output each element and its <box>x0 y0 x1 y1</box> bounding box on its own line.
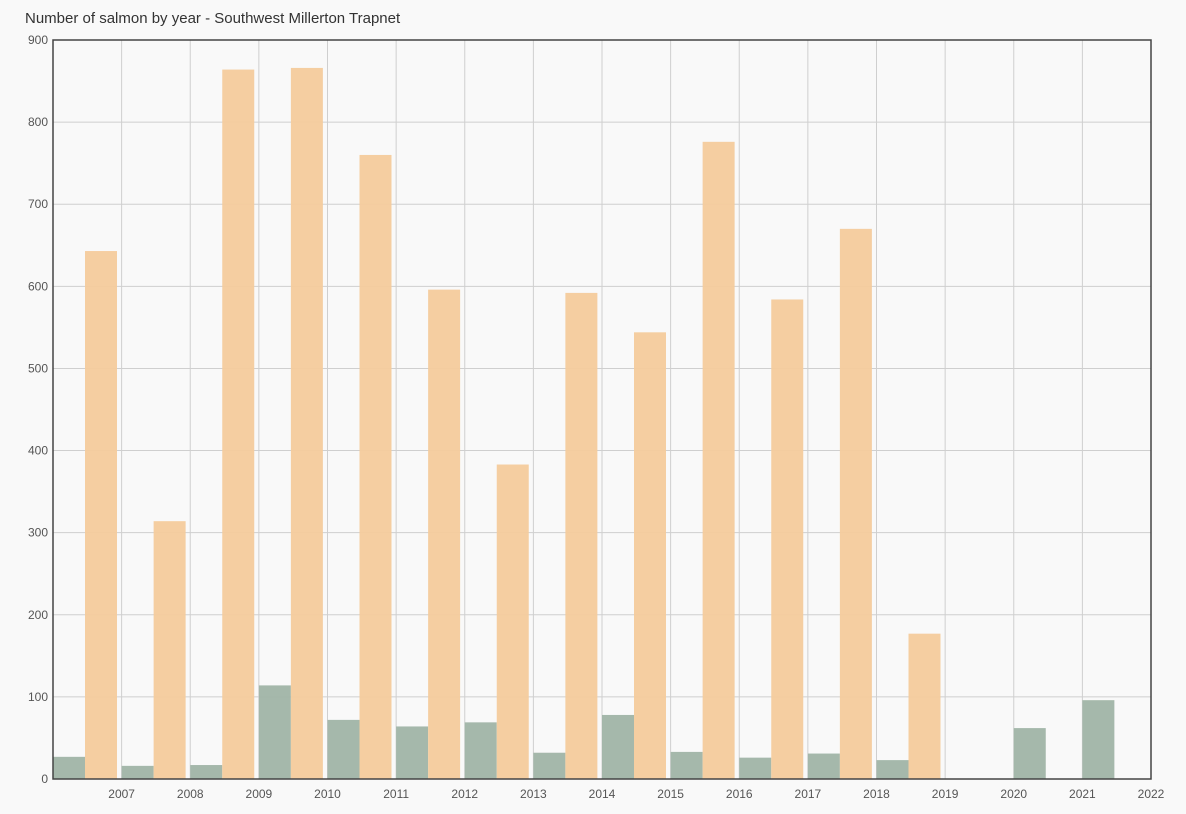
bar-series-2-2017 <box>839 228 872 779</box>
chart-title: Number of salmon by year - Southwest Mil… <box>25 10 401 27</box>
x-tick-label: 2019 <box>932 787 959 801</box>
x-tick-label: 2018 <box>863 787 890 801</box>
x-tick-label: 2021 <box>1069 787 1096 801</box>
x-tick-labels: 2007 2008 2009 2010 2011 2012 2013 2014 2015 2016… <box>108 787 1164 801</box>
bar-series-1-2021 <box>1082 700 1115 779</box>
bar-series-1-2020 <box>1013 728 1046 779</box>
y-tick-label: 200 <box>28 608 48 622</box>
y-tick-label: 100 <box>28 690 48 704</box>
x-tick-label: 2020 <box>1000 787 1027 801</box>
y-tick-label: 400 <box>28 444 48 458</box>
y-tick-labels: 0 100 200 300 400 500 600 700 800 900 <box>28 33 48 786</box>
bar-series-2-2015 <box>702 141 735 780</box>
bar-series-1-2017 <box>807 753 840 779</box>
bar-series-1-2007 <box>121 765 154 779</box>
y-tick-label: 0 <box>41 772 48 786</box>
x-tick-label: 2016 <box>726 787 753 801</box>
grid-lines <box>53 39 1151 780</box>
x-tick-label: 2008 <box>177 787 204 801</box>
y-tick-label: 900 <box>28 33 48 47</box>
bar-series-2-2010 <box>359 154 392 779</box>
bar-series-1-2010 <box>327 719 360 779</box>
bar-series-2-2016 <box>771 299 804 779</box>
x-tick-label: 2015 <box>657 787 684 801</box>
bars <box>53 67 1115 780</box>
x-tick-label: 2022 <box>1138 787 1165 801</box>
bar-series-2-2014 <box>634 332 666 779</box>
x-tick-label: 2017 <box>795 787 822 801</box>
bar-series-2-2006 <box>85 251 117 779</box>
bar-series-1-2012 <box>464 722 497 779</box>
bar-series-2-2009 <box>290 67 323 779</box>
x-tick-label: 2012 <box>451 787 478 801</box>
plot-frame <box>52 39 1152 780</box>
bar-series-1-2015 <box>670 751 703 779</box>
x-tick-label: 2013 <box>520 787 547 801</box>
axes <box>52 39 1152 780</box>
bar-series-2-2018 <box>908 633 941 779</box>
bar-series-2-2011 <box>428 289 461 779</box>
x-tick-label: 2007 <box>108 787 135 801</box>
y-tick-label: 300 <box>28 526 48 540</box>
bar-series-1-2014 <box>602 714 634 779</box>
bar-series-1-2009 <box>258 685 291 779</box>
bar-series-1-2016 <box>739 757 772 779</box>
bar-series-1-2006 <box>53 756 85 779</box>
x-tick-label: 2010 <box>314 787 341 801</box>
bar-series-1-2008 <box>190 765 223 779</box>
bar-series-2-2007 <box>153 521 186 779</box>
y-tick-label: 800 <box>28 115 48 129</box>
bar-series-1-2013 <box>533 752 566 779</box>
bar-series-2-2013 <box>565 292 598 779</box>
bar-series-1-2011 <box>396 726 429 779</box>
x-tick-label: 2009 <box>246 787 273 801</box>
y-tick-label: 600 <box>28 279 48 293</box>
bar-series-2-2008 <box>222 69 255 779</box>
bar-series-2-2012 <box>496 464 529 779</box>
x-tick-label: 2014 <box>589 787 616 801</box>
y-tick-label: 700 <box>28 197 48 211</box>
x-tick-label: 2011 <box>383 787 409 801</box>
y-tick-label: 500 <box>28 361 48 375</box>
bar-series-1-2018 <box>876 760 909 779</box>
